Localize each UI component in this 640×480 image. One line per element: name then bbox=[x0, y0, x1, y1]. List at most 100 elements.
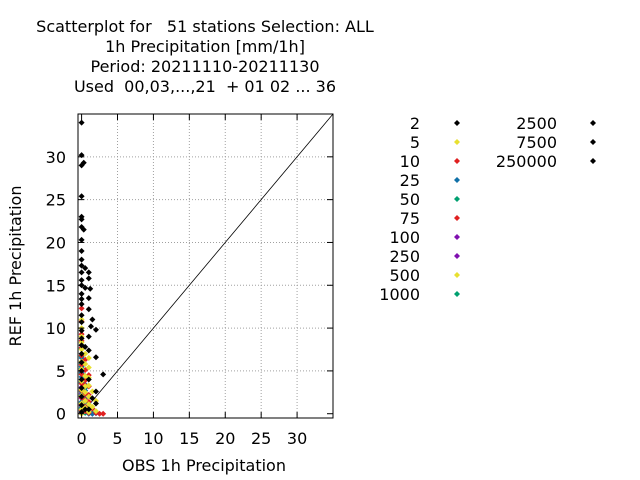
x-ticks: 0 5 10 15 20 25 30 bbox=[76, 114, 307, 448]
legend-marker bbox=[590, 139, 596, 145]
data-points bbox=[78, 119, 107, 417]
data-point bbox=[100, 410, 107, 417]
data-point bbox=[78, 402, 85, 409]
y-axis-label: REF 1h Precipitation bbox=[6, 186, 25, 347]
data-point bbox=[87, 285, 94, 292]
title-line: 1h Precipitation [mm/1h] bbox=[105, 37, 305, 56]
x-tick-label: 10 bbox=[143, 429, 163, 448]
data-point bbox=[82, 397, 89, 404]
data-point bbox=[78, 319, 85, 326]
data-point bbox=[78, 327, 85, 334]
legend-label: 1000 bbox=[379, 285, 420, 304]
data-point bbox=[92, 408, 99, 415]
legend-label: 2500 bbox=[516, 114, 557, 133]
data-point bbox=[78, 305, 85, 312]
data-point bbox=[82, 350, 89, 357]
legend-label: 7500 bbox=[516, 133, 557, 152]
data-point bbox=[85, 347, 92, 354]
legend-marker bbox=[454, 177, 460, 183]
data-point bbox=[80, 159, 87, 166]
y-tick-label: 30 bbox=[46, 148, 66, 167]
data-point bbox=[78, 248, 85, 255]
x-tick-label: 5 bbox=[112, 429, 122, 448]
data-point bbox=[80, 226, 87, 233]
legend-label: 5 bbox=[410, 133, 420, 152]
y-tick-label: 25 bbox=[46, 191, 66, 210]
legend-marker bbox=[454, 253, 460, 259]
data-point bbox=[78, 262, 85, 269]
data-point bbox=[85, 333, 92, 340]
data-point bbox=[85, 406, 92, 413]
data-point bbox=[78, 277, 85, 284]
legend-marker bbox=[454, 120, 460, 126]
legend-marker bbox=[454, 291, 460, 297]
y-ticks: 0 5 10 15 20 25 30 bbox=[46, 148, 333, 424]
data-point bbox=[78, 346, 85, 353]
legend-label: 250 bbox=[389, 247, 420, 266]
data-point bbox=[82, 343, 89, 350]
data-point bbox=[92, 388, 99, 395]
data-point bbox=[85, 355, 92, 362]
data-point bbox=[78, 335, 85, 342]
data-point bbox=[78, 393, 85, 400]
x-tick-label: 0 bbox=[76, 429, 86, 448]
data-point bbox=[100, 371, 107, 378]
data-point bbox=[82, 284, 89, 291]
title-line: Scatterplot for 51 stations Selection: A… bbox=[36, 17, 374, 36]
data-point bbox=[78, 312, 85, 319]
legend-marker bbox=[454, 158, 460, 164]
data-point bbox=[78, 301, 85, 308]
legend-label: 25 bbox=[400, 171, 420, 190]
data-point bbox=[78, 193, 85, 200]
title-line: Period: 20211110-20211130 bbox=[90, 57, 320, 76]
plot-frame bbox=[77, 113, 334, 419]
data-point bbox=[89, 403, 96, 410]
data-point bbox=[82, 406, 89, 413]
data-point bbox=[82, 265, 89, 272]
data-point bbox=[85, 275, 92, 282]
x-tick-label: 30 bbox=[287, 429, 307, 448]
legend-marker bbox=[454, 196, 460, 202]
legend-label: 2 bbox=[410, 114, 420, 133]
legend-marker bbox=[590, 120, 596, 126]
data-point bbox=[85, 364, 92, 371]
data-point bbox=[92, 326, 99, 333]
legend-label: 500 bbox=[389, 266, 420, 285]
data-point bbox=[96, 410, 103, 417]
legend-marker bbox=[454, 234, 460, 240]
title-line: Used 00,03,...,21 + 01 02 ... 36 bbox=[73, 77, 337, 96]
y-tick-label: 15 bbox=[46, 276, 66, 295]
data-point bbox=[78, 359, 85, 366]
legend-marker bbox=[590, 158, 596, 164]
data-point bbox=[78, 256, 85, 263]
data-point bbox=[82, 389, 89, 396]
chart-title: Scatterplot for 51 stations Selection: A… bbox=[0, 17, 410, 97]
data-point bbox=[89, 316, 96, 323]
data-point bbox=[89, 388, 96, 395]
y-tick-label: 5 bbox=[56, 362, 66, 381]
data-point bbox=[85, 382, 92, 389]
y-tick-label: 10 bbox=[46, 319, 66, 338]
data-point bbox=[78, 290, 85, 297]
x-tick-label: 25 bbox=[251, 429, 271, 448]
legend-label: 100 bbox=[389, 228, 420, 247]
legend-marker bbox=[454, 272, 460, 278]
data-point bbox=[78, 385, 85, 392]
legend-label: 250000 bbox=[496, 152, 557, 171]
data-point bbox=[85, 401, 92, 408]
data-point bbox=[78, 269, 85, 276]
data-point bbox=[89, 395, 96, 402]
legend-marker bbox=[454, 139, 460, 145]
y-tick-label: 0 bbox=[56, 405, 66, 424]
x-tick-label: 20 bbox=[215, 429, 235, 448]
data-point bbox=[92, 354, 99, 361]
legend-marker bbox=[454, 215, 460, 221]
x-tick-label: 15 bbox=[179, 429, 199, 448]
data-point bbox=[78, 216, 85, 223]
data-point bbox=[85, 269, 92, 276]
data-point bbox=[78, 350, 85, 357]
x-axis-label: OBS 1h Precipitation bbox=[122, 456, 286, 475]
data-point bbox=[78, 236, 85, 243]
